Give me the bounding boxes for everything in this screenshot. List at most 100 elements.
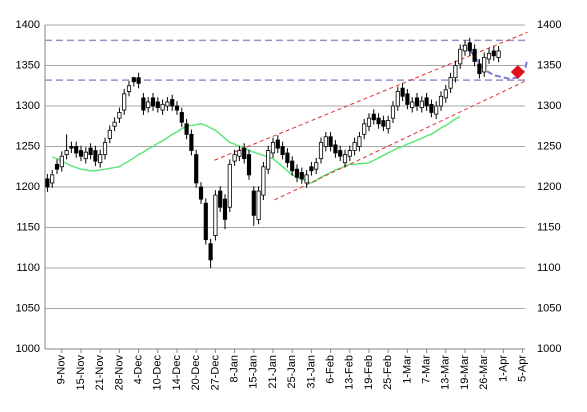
- candle-body: [386, 120, 391, 130]
- candle-body: [74, 146, 79, 154]
- x-tick-label: 19-Feb: [363, 355, 375, 390]
- candle-body: [203, 202, 208, 241]
- candle-body: [83, 151, 88, 160]
- y2-tick-label: 1000: [537, 343, 561, 355]
- candle-body: [150, 97, 156, 107]
- x-tick-label: 13-Feb: [344, 355, 356, 390]
- candle-body: [285, 152, 290, 164]
- x-tick-label: 13-Mar: [440, 355, 452, 390]
- candle-body: [381, 120, 386, 127]
- x-tick-label: 4-Dec: [133, 355, 145, 385]
- x-tick-label: 19-Mar: [459, 355, 471, 390]
- candle-body: [50, 174, 55, 184]
- candle-body: [208, 243, 213, 261]
- x-tick-label: 20-Dec: [190, 355, 202, 391]
- x-tick-label: 10-Dec: [152, 355, 164, 391]
- candle-body: [395, 91, 400, 107]
- candle-body: [107, 129, 112, 139]
- candle-body: [390, 105, 396, 119]
- candle-body: [467, 42, 472, 52]
- candle-body: [266, 150, 271, 170]
- y2-tick-label: 1250: [537, 140, 561, 152]
- x-tick-label: 31-Jan: [305, 355, 317, 389]
- candle-body: [146, 101, 151, 109]
- y-tick-label: 1350: [16, 59, 40, 71]
- candle-body: [213, 194, 218, 237]
- candle-body: [405, 93, 410, 105]
- candle-body: [366, 117, 372, 127]
- candle-body: [270, 142, 276, 154]
- candle-body: [136, 77, 141, 84]
- candle-body: [170, 99, 175, 107]
- y2-tick-label: 1100: [537, 262, 561, 274]
- candle-body: [232, 154, 237, 162]
- candle-body: [275, 139, 280, 149]
- candle-body: [323, 136, 328, 147]
- candle-body: [112, 121, 117, 127]
- candle-body: [342, 154, 348, 164]
- candle-body: [314, 162, 319, 170]
- candle-body: [218, 190, 223, 208]
- candle-body: [410, 101, 415, 109]
- candle-body: [453, 65, 458, 79]
- candle-body: [261, 166, 266, 196]
- candle-body: [458, 48, 463, 65]
- candle-body: [304, 174, 309, 184]
- candle-body: [290, 160, 295, 172]
- candle-body: [347, 150, 352, 157]
- candle-body: [309, 166, 314, 172]
- x-tick-label: 26-Mar: [478, 355, 490, 390]
- trend-line: [214, 31, 528, 161]
- y2-tick-label: 1150: [537, 221, 561, 233]
- candle-body: [102, 142, 108, 155]
- x-tick-label: 8-Jan: [229, 355, 241, 383]
- y-tick-label: 1400: [16, 19, 40, 31]
- candle-body: [472, 48, 477, 62]
- candle-body: [462, 44, 468, 52]
- x-tick-label: 7-Mar: [421, 355, 433, 384]
- x-tick-label: 28-Nov: [113, 355, 125, 391]
- candle-body: [174, 105, 180, 111]
- x-tick-label: 21-Nov: [94, 355, 106, 391]
- candle-body: [438, 95, 444, 107]
- candle-body: [328, 136, 333, 147]
- x-tick-label: 21-Jan: [267, 355, 279, 389]
- trend-line: [274, 79, 528, 201]
- x-tick-label: 9-Nov: [56, 355, 68, 385]
- candle-body: [184, 123, 189, 135]
- candle-body: [434, 105, 439, 115]
- candle-body: [357, 136, 362, 147]
- candle-body: [194, 154, 199, 184]
- x-tick-label: 14-Dec: [171, 355, 183, 391]
- candle-body: [122, 93, 127, 111]
- x-tick-label: 25-Feb: [382, 355, 394, 390]
- y-tick-label: 1050: [16, 302, 40, 314]
- x-tick-label: 1-Mar: [401, 355, 413, 384]
- candle-body: [237, 150, 242, 157]
- candle-body: [160, 103, 165, 111]
- candle-body: [376, 117, 381, 125]
- candle-body: [362, 123, 367, 135]
- candle-body: [117, 112, 122, 119]
- candle-body: [496, 50, 501, 58]
- x-tick-label: 1-Apr: [497, 355, 509, 382]
- candle-body: [318, 142, 324, 160]
- x-tick-label: 15-Jan: [248, 355, 260, 389]
- y2-tick-label: 1300: [537, 100, 561, 112]
- candle-body: [371, 113, 376, 121]
- y-tick-label: 1000: [16, 343, 40, 355]
- candle-body: [141, 97, 146, 111]
- candle-body: [54, 163, 60, 170]
- candle-body: [429, 103, 434, 113]
- candle-body: [486, 52, 492, 60]
- candle-body: [59, 155, 64, 168]
- candle-body: [189, 133, 194, 151]
- candle-body: [78, 150, 84, 157]
- y2-tick-label: 1350: [537, 59, 561, 71]
- candle-body: [424, 97, 429, 107]
- target-marker: [510, 64, 525, 79]
- candle-body: [93, 150, 98, 162]
- candle-body: [155, 101, 160, 109]
- candle-body: [131, 77, 136, 83]
- y2-tick-label: 1050: [537, 302, 561, 314]
